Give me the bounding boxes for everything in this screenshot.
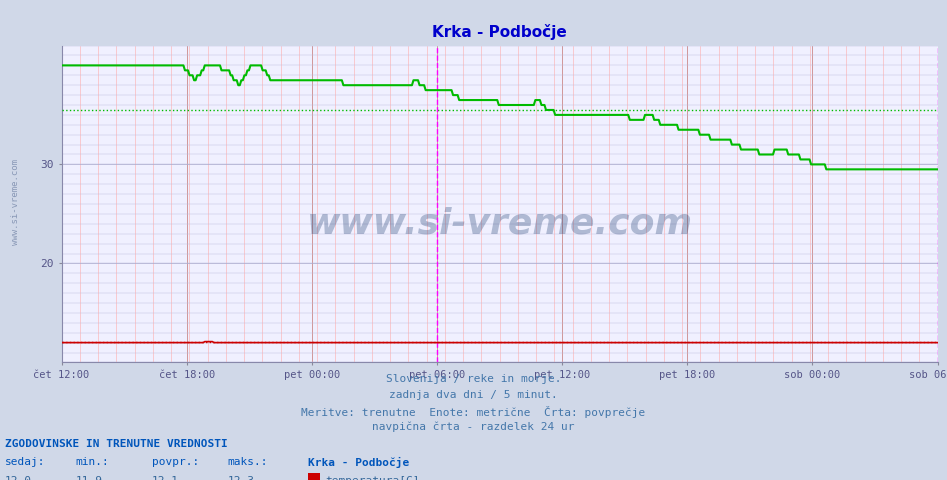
Text: 12,3: 12,3 [227, 476, 255, 480]
Text: ZGODOVINSKE IN TRENUTNE VREDNOSTI: ZGODOVINSKE IN TRENUTNE VREDNOSTI [5, 439, 227, 449]
Text: povpr.:: povpr.: [152, 457, 199, 468]
Title: Krka - Podbočje: Krka - Podbočje [432, 24, 567, 40]
Text: 12,1: 12,1 [152, 476, 179, 480]
Text: www.si-vreme.com: www.si-vreme.com [307, 206, 692, 240]
Text: Slovenija / reke in morje.: Slovenija / reke in morje. [385, 374, 562, 384]
Text: navpična črta - razdelek 24 ur: navpična črta - razdelek 24 ur [372, 422, 575, 432]
Text: zadnja dva dni / 5 minut.: zadnja dva dni / 5 minut. [389, 390, 558, 400]
Text: sedaj:: sedaj: [5, 457, 45, 468]
Text: min.:: min.: [76, 457, 110, 468]
Text: 12,0: 12,0 [5, 476, 32, 480]
Text: www.si-vreme.com: www.si-vreme.com [11, 158, 21, 245]
Text: maks.:: maks.: [227, 457, 268, 468]
Text: Meritve: trenutne  Enote: metrične  Črta: povprečje: Meritve: trenutne Enote: metrične Črta: … [301, 406, 646, 418]
Text: temperatura[C]: temperatura[C] [325, 476, 420, 480]
Text: Krka - Podbočje: Krka - Podbočje [308, 457, 409, 468]
Text: 11,9: 11,9 [76, 476, 103, 480]
